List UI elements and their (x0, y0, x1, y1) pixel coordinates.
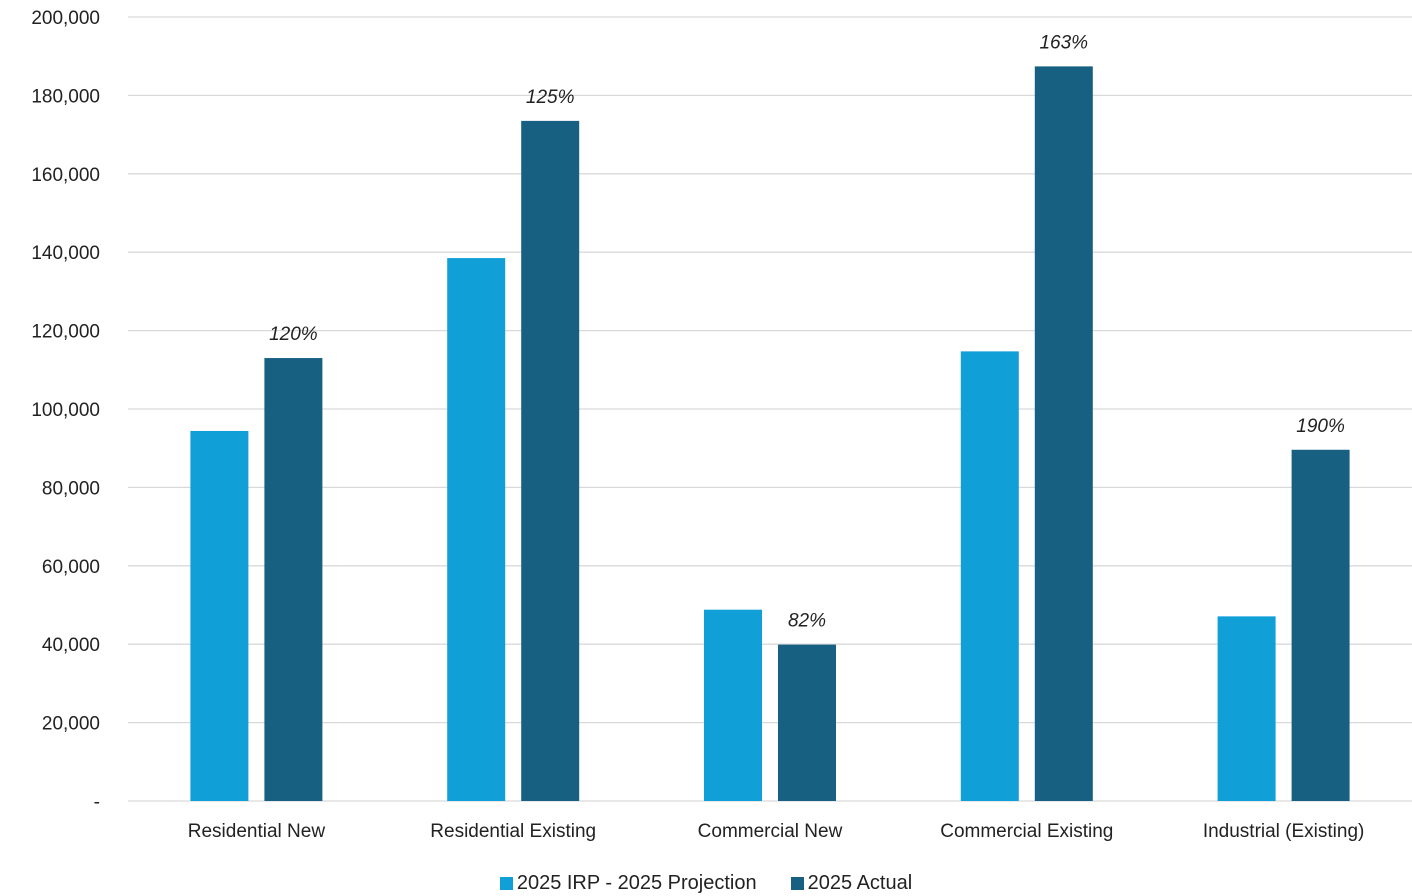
legend-label-projection: 2025 IRP - 2025 Projection (516, 872, 757, 894)
data-label: 190% (1296, 416, 1345, 437)
y-axis-tick-labels: - 20,000 40,000 60,000 80,000 100,000 120,000 1… (31, 8, 100, 813)
y-tick-label: 180,000 (31, 86, 100, 107)
y-tick-label: 40,000 (42, 635, 100, 656)
bar-projection (960, 351, 1019, 801)
y-tick-label: 100,000 (31, 400, 100, 421)
x-tick-label: Industrial (Existing) (1203, 821, 1365, 842)
y-tick-label: 200,000 (31, 8, 100, 29)
legend: 2025 IRP - 2025 Projection 2025 Actual (0, 871, 1412, 896)
y-tick-label: 120,000 (31, 322, 100, 343)
data-label: 125% (526, 87, 575, 108)
legend-item-projection: 2025 IRP - 2025 Projection (499, 872, 757, 895)
bar-actual (521, 120, 580, 801)
y-tick-label: 140,000 (31, 243, 100, 264)
bars (190, 66, 1350, 802)
x-tick-label: Residential Existing (430, 821, 596, 842)
bar-projection (190, 430, 249, 801)
legend-item-actual: 2025 Actual (790, 872, 913, 895)
legend-label-actual: 2025 Actual (807, 872, 913, 894)
bar-projection (704, 609, 762, 801)
data-label: 120% (269, 324, 318, 345)
x-tick-label: Commercial Existing (940, 821, 1113, 842)
gridlines (128, 16, 1412, 802)
legend-swatch-actual (790, 877, 804, 890)
bar-projection (1217, 616, 1276, 801)
bar-actual (1291, 449, 1350, 801)
data-label: 82% (788, 611, 826, 632)
bar-actual (1034, 66, 1093, 802)
y-tick-label: 20,000 (42, 714, 100, 735)
x-axis-tick-labels: Residential New Residential Existing Comme… (188, 821, 1365, 842)
x-tick-label: Residential New (188, 821, 326, 842)
bar-actual (264, 358, 323, 801)
bar-actual (778, 644, 836, 801)
y-tick-label: 160,000 (31, 165, 100, 186)
y-tick-label: - (94, 792, 100, 813)
y-tick-label: 80,000 (42, 478, 100, 499)
data-label: 163% (1039, 32, 1088, 53)
data-labels: 120% 125% 82% 163% 190% (269, 32, 1345, 631)
bar-projection (447, 258, 506, 802)
x-tick-label: Commercial New (698, 821, 843, 842)
y-tick-label: 60,000 (42, 557, 100, 578)
legend-swatch-projection (499, 877, 513, 890)
bar-chart: - 20,000 40,000 60,000 80,000 100,000 120,000 1… (31, 8, 1412, 842)
